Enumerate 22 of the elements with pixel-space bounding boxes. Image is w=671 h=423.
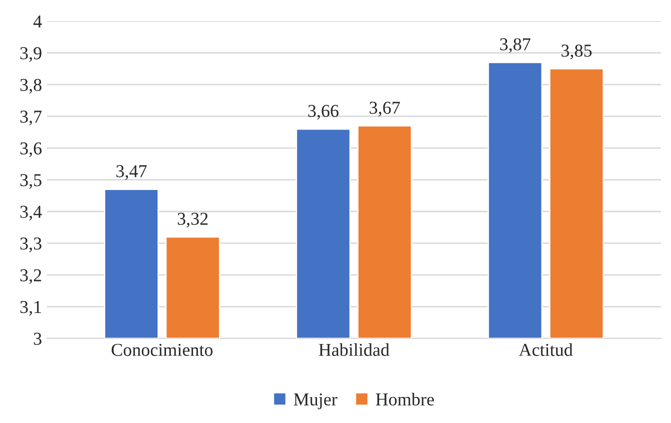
x-tick-label: Actitud (518, 343, 573, 356)
x-tick-label: Habilidad (318, 343, 390, 356)
y-tick-label: 3,5 (20, 174, 42, 189)
y-tick-label: 3,9 (20, 47, 42, 62)
y-tick-label: 3,1 (20, 300, 42, 316)
y-tick-label: 3 (34, 332, 42, 345)
data-label: 3,66 (308, 104, 339, 120)
y-tick-label: 3,3 (20, 238, 42, 252)
data-label: 3,87 (500, 38, 530, 53)
y-tick-label: 3,6 (20, 142, 42, 158)
data-label: 3,67 (370, 102, 400, 116)
data-label: 3,32 (178, 212, 208, 228)
y-tick-label: 4 (33, 16, 42, 28)
legend-label: Hombre (376, 392, 434, 406)
y-tick-label: 3,8 (20, 78, 42, 94)
legend-label: Mujer (294, 393, 338, 410)
data-label: 3,47 (116, 165, 147, 180)
y-tick-label: 3,4 (20, 206, 42, 221)
data-label: 3,85 (562, 44, 592, 60)
y-tick-label: 3,2 (20, 269, 42, 284)
y-tick-label: 3,7 (20, 110, 42, 126)
x-tick-label: Conocimiento (112, 344, 213, 356)
